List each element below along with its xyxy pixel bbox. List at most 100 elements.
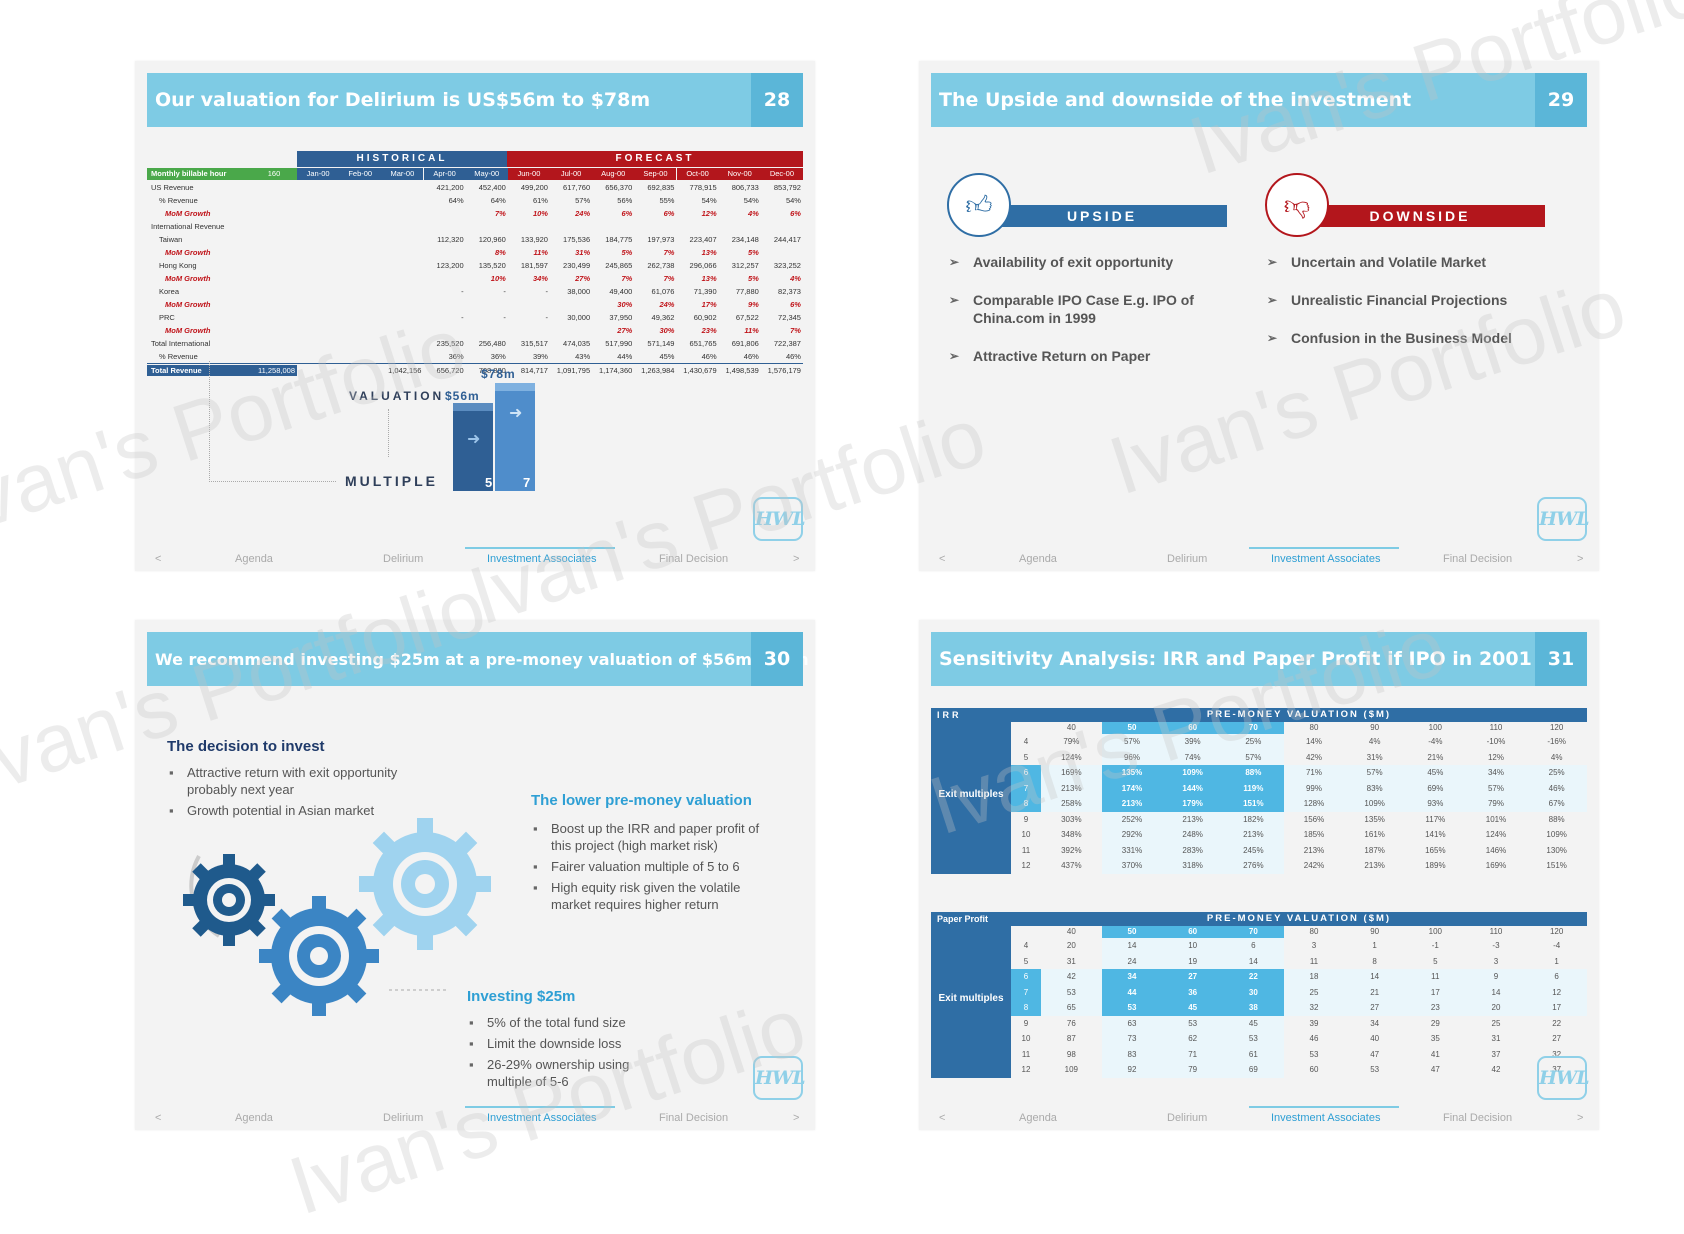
sensitivity-cell: 283% — [1162, 842, 1223, 858]
sensitivity-cell: 146% — [1485, 845, 1507, 855]
downside-item-label: Confusion in the Business Model — [1291, 330, 1512, 346]
sensitivity-cell: 252% — [1101, 811, 1163, 827]
nav-next[interactable]: > — [793, 1112, 800, 1124]
slide-nav[interactable]: < Agenda Delirium Investment Associates … — [931, 547, 1587, 571]
table-cell: 262,738 — [647, 261, 675, 270]
sensitivity-cell: 117% — [1425, 814, 1446, 824]
table-row: Hong Kong 123,200 135,520 181,597 230,499 245… — [147, 259, 803, 272]
sensitivity-cell: 76 — [1066, 1018, 1076, 1028]
upside-item-label: Attractive Return on Paper — [973, 348, 1151, 364]
chevron-right-icon: ➢ — [949, 255, 960, 269]
table-cell: - — [545, 287, 548, 296]
sensitivity-cell: 20 — [1465, 1000, 1527, 1016]
exit-multiple-value: 12 — [1021, 1065, 1031, 1074]
nav-prev[interactable]: < — [155, 553, 162, 565]
sensitivity-cell: 45 — [1162, 1000, 1223, 1016]
chevron-right-icon: ➢ — [1267, 331, 1278, 345]
sensitivity-cell: 88% — [1548, 814, 1565, 824]
table-row: MoM Growth 30% 24% 17% 9% 6% — [147, 298, 803, 311]
table-cell: 234,148 — [731, 235, 759, 244]
downside-item: ➢ Confusion in the Business Model — [1265, 329, 1581, 347]
sensitivity-cell: 92 — [1101, 1062, 1163, 1078]
slide-number: 29 — [1535, 73, 1587, 127]
table-row: Taiwan 112,320 120,960 133,920 175,536 184,77… — [147, 233, 803, 246]
nav-final-decision[interactable]: Final Decision — [659, 1112, 729, 1124]
nav-next[interactable]: > — [1577, 1112, 1584, 1124]
nav-final-decision[interactable]: Final Decision — [659, 553, 729, 565]
row-label: US Revenue — [151, 183, 194, 192]
table-cell: 24% — [659, 300, 675, 309]
valuation-col-header: 50 — [1101, 926, 1163, 938]
valuation-graphic: VALUATION MULTIPLE $56m $78m ➜ ➜ 5 7 — [205, 361, 565, 501]
nav-prev[interactable]: < — [155, 1112, 162, 1124]
valuation-col-header: 60 — [1162, 926, 1223, 938]
table-cell: 61,076 — [651, 287, 675, 296]
sensitivity-cell: 61 — [1223, 1046, 1284, 1062]
valuation-col-header: 80 — [1309, 723, 1319, 732]
slide-title: Our valuation for Delirium is US$56m to … — [155, 89, 651, 111]
nav-investment-associates[interactable]: Investment Associates — [487, 1112, 597, 1124]
nav-delirium[interactable]: Delirium — [383, 1112, 424, 1124]
sensitivity-cell: 79% — [1465, 796, 1527, 812]
sensitivity-cell: 99% — [1283, 780, 1345, 796]
chevron-right-icon: ➢ — [1267, 293, 1278, 307]
sensitivity-cell: 119% — [1223, 780, 1284, 796]
sensitivity-cell: 31% — [1366, 752, 1383, 762]
nav-investment-associates[interactable]: Investment Associates — [487, 553, 597, 565]
table-cell: 517,990 — [605, 339, 633, 348]
table-cell: 27% — [575, 274, 591, 283]
nav-final-decision[interactable]: Final Decision — [1443, 553, 1513, 565]
sensitivity-cell: 37 — [1552, 1065, 1562, 1074]
sensitivity-cell: 79 — [1162, 1062, 1223, 1078]
nav-final-decision[interactable]: Final Decision — [1443, 1112, 1513, 1124]
slide-29[interactable]: The Upside and downside of the investmen… — [919, 61, 1599, 571]
nav-delirium[interactable]: Delirium — [1167, 553, 1208, 565]
arrow-right-icon: ➜ — [509, 405, 523, 422]
total-revenue-row: Total Revenue 11,258,008 1,042,156 656,72… — [147, 363, 803, 377]
nav-agenda[interactable]: Agenda — [1019, 553, 1057, 565]
table-cell: 49,400 — [609, 287, 633, 296]
valuation-col-header: 60 — [1162, 722, 1223, 734]
nav-prev[interactable]: < — [939, 1112, 946, 1124]
slide-nav[interactable]: < Agenda Delirium Investment Associates … — [931, 1106, 1587, 1130]
sensitivity-cell: 101% — [1485, 814, 1507, 824]
table-cell: 82,373 — [778, 287, 801, 296]
sensitivity-cell: 8 — [1372, 956, 1377, 966]
sensitivity-cell: 83 — [1101, 1046, 1163, 1062]
valuation-col-header: 110 — [1489, 723, 1503, 732]
nav-delirium[interactable]: Delirium — [1167, 1112, 1208, 1124]
sensitivity-cell: 24 — [1101, 953, 1163, 969]
table-cell: 54% — [743, 196, 759, 205]
table-cell: 197,973 — [647, 235, 675, 244]
valuation-col-header: 100 — [1428, 723, 1442, 732]
slide-31[interactable]: Sensitivity Analysis: IRR and Paper Prof… — [919, 620, 1599, 1130]
table-cell: 17% — [701, 300, 717, 309]
slide-28[interactable]: Our valuation for Delirium is US$56m to … — [135, 61, 815, 571]
upside-item: ➢ Attractive Return on Paper — [947, 347, 1243, 365]
nav-next[interactable]: > — [793, 553, 800, 565]
forecast-table: HISTORICAL FORECAST Monthly billable hou… — [147, 151, 803, 391]
exit-multiples-label: Exit multiples — [931, 722, 1011, 874]
hwl-logo: HWL — [753, 1056, 806, 1100]
nav-prev[interactable]: < — [939, 553, 946, 565]
slide-nav[interactable]: < Agenda Delirium Investment Associates … — [147, 547, 803, 571]
nav-investment-associates[interactable]: Investment Associates — [1271, 553, 1381, 565]
table-cell: 6% — [790, 209, 801, 218]
nav-delirium[interactable]: Delirium — [383, 553, 424, 565]
nav-agenda[interactable]: Agenda — [235, 1112, 273, 1124]
downside-section: DOWNSIDE 👎︎ ➢ Uncertain and Volatile Mark… — [1265, 173, 1575, 413]
month-header: Oct-00 — [676, 168, 719, 180]
nav-agenda[interactable]: Agenda — [235, 553, 273, 565]
sensitivity-cell: 32 — [1552, 1049, 1562, 1059]
sensitivity-cell: 73 — [1101, 1031, 1163, 1047]
nav-investment-associates[interactable]: Investment Associates — [1271, 1112, 1381, 1124]
slide-30[interactable]: We recommend investing $25m at a pre-mon… — [135, 620, 815, 1130]
table-cell: 133,920 — [520, 235, 548, 244]
table-cell: 6% — [621, 209, 633, 218]
nav-agenda[interactable]: Agenda — [1019, 1112, 1057, 1124]
nav-next[interactable]: > — [1577, 553, 1584, 565]
slide-nav[interactable]: < Agenda Delirium Investment Associates … — [147, 1106, 803, 1130]
table-cell: 71,390 — [693, 287, 717, 296]
exit-multiple-value: 7 — [1011, 780, 1041, 796]
sensitivity-cell: 69 — [1223, 1062, 1284, 1078]
